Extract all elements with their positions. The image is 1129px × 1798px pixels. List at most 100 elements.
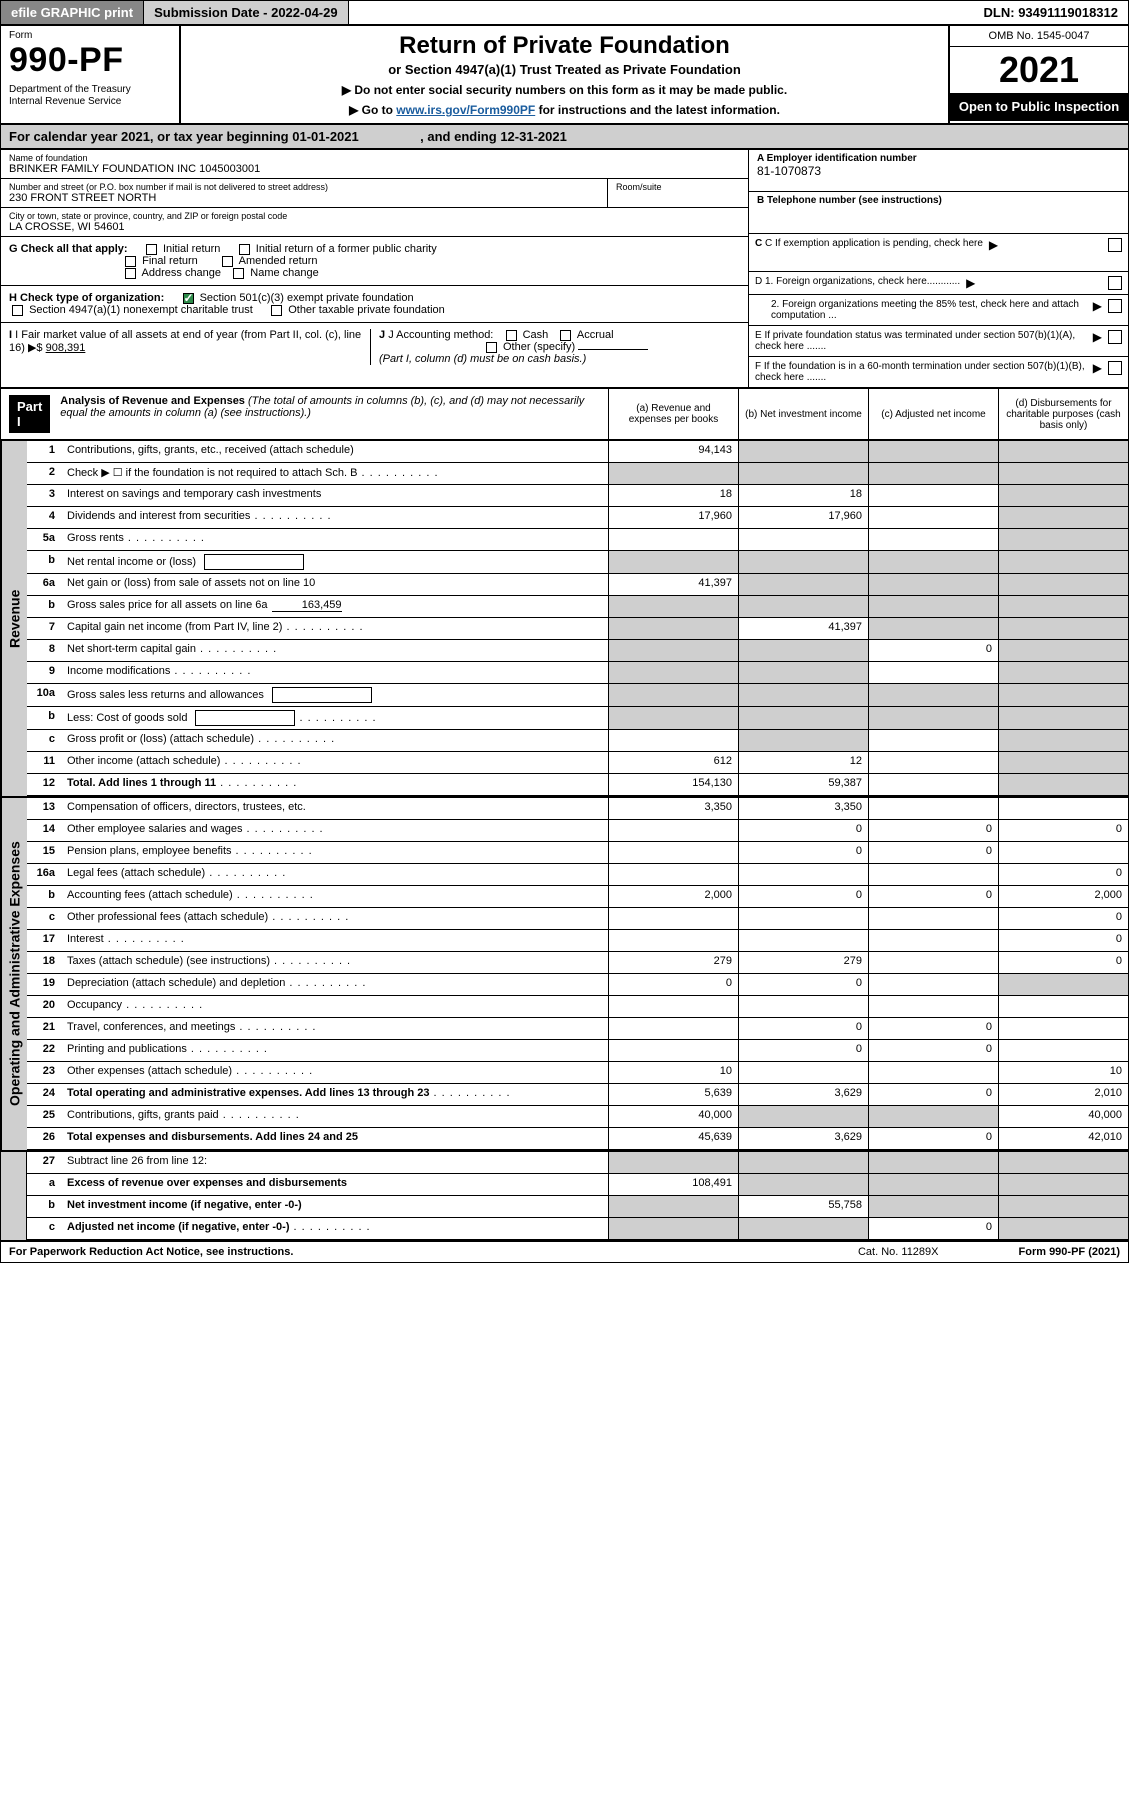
bottom-spacer bbox=[1, 1152, 27, 1240]
checkbox-address-change[interactable] bbox=[125, 268, 136, 279]
cell-c bbox=[868, 730, 998, 751]
address-value: 230 FRONT STREET NORTH bbox=[9, 192, 599, 204]
checkbox-initial-return[interactable] bbox=[146, 244, 157, 255]
cell-b bbox=[738, 996, 868, 1017]
cell-d: 0 bbox=[998, 908, 1128, 929]
table-row: bGross sales price for all assets on lin… bbox=[27, 596, 1128, 618]
checkbox-f[interactable] bbox=[1108, 361, 1122, 375]
checkbox-cash[interactable] bbox=[506, 330, 517, 341]
cell-c bbox=[868, 774, 998, 795]
table-row: 21Travel, conferences, and meetings00 bbox=[27, 1018, 1128, 1040]
table-row: 11Other income (attach schedule)61212 bbox=[27, 752, 1128, 774]
section-e: E If private foundation status was termi… bbox=[749, 326, 1128, 357]
cell-a: 279 bbox=[608, 952, 738, 973]
cell-d bbox=[998, 1218, 1128, 1239]
checkbox-final-return[interactable] bbox=[125, 256, 136, 267]
cell-c bbox=[868, 752, 998, 773]
efile-print-button[interactable]: efile GRAPHIC print bbox=[1, 1, 144, 24]
section-i-j: I I Fair market value of all assets at e… bbox=[1, 323, 748, 371]
row-number: 11 bbox=[27, 752, 61, 773]
cell-b: 0 bbox=[738, 974, 868, 995]
note2-post: for instructions and the latest informat… bbox=[535, 103, 780, 117]
row-label: Compensation of officers, directors, tru… bbox=[61, 798, 608, 819]
checkbox-accrual[interactable] bbox=[560, 330, 571, 341]
cell-c bbox=[868, 1062, 998, 1083]
row-number: 6a bbox=[27, 574, 61, 595]
row-label: Interest bbox=[61, 930, 608, 951]
row-label: Occupancy bbox=[61, 996, 608, 1017]
cell-d bbox=[998, 485, 1128, 506]
row-label: Excess of revenue over expenses and disb… bbox=[61, 1174, 608, 1195]
cell-c bbox=[868, 1174, 998, 1195]
row-label: Interest on savings and temporary cash i… bbox=[61, 485, 608, 506]
row-number: 16a bbox=[27, 864, 61, 885]
checkbox-other-taxable[interactable] bbox=[271, 305, 282, 316]
cell-d: 10 bbox=[998, 1062, 1128, 1083]
cell-d bbox=[998, 662, 1128, 683]
checkbox-d1[interactable] bbox=[1108, 276, 1122, 290]
cell-b bbox=[738, 908, 868, 929]
form-label: Form bbox=[9, 30, 171, 41]
table-row: bAccounting fees (attach schedule)2,0000… bbox=[27, 886, 1128, 908]
cell-b: 0 bbox=[738, 1018, 868, 1039]
row-number: 7 bbox=[27, 618, 61, 639]
g-opt-3: Amended return bbox=[239, 255, 318, 267]
row-number: 5a bbox=[27, 529, 61, 550]
checkbox-other[interactable] bbox=[486, 342, 497, 353]
row-number: a bbox=[27, 1174, 61, 1195]
table-row: bLess: Cost of goods sold bbox=[27, 707, 1128, 730]
form-title-block: Return of Private Foundation or Section … bbox=[181, 26, 948, 123]
cell-d bbox=[998, 842, 1128, 863]
form990pf-link[interactable]: www.irs.gov/Form990PF bbox=[396, 103, 535, 117]
row-number: 25 bbox=[27, 1106, 61, 1127]
checkbox-501c3-checked[interactable] bbox=[183, 293, 194, 304]
checkbox-c[interactable] bbox=[1108, 238, 1122, 252]
table-row: 9Income modifications bbox=[27, 662, 1128, 684]
g-label: G Check all that apply: bbox=[9, 243, 128, 255]
table-row: 2Check ▶ ☐ if the foundation is not requ… bbox=[27, 463, 1128, 485]
checkbox-e[interactable] bbox=[1108, 330, 1122, 344]
form-title: Return of Private Foundation bbox=[191, 32, 938, 60]
cell-d bbox=[998, 1018, 1128, 1039]
table-row: 12Total. Add lines 1 through 11154,13059… bbox=[27, 774, 1128, 796]
cell-b bbox=[738, 730, 868, 751]
room-cell: Room/suite bbox=[608, 179, 748, 208]
row-number: 20 bbox=[27, 996, 61, 1017]
d2-label: 2. Foreign organizations meeting the 85%… bbox=[755, 299, 1087, 321]
col-b-header: (b) Net investment income bbox=[738, 389, 868, 439]
city-cell: City or town, state or province, country… bbox=[1, 208, 748, 237]
cell-a bbox=[608, 662, 738, 683]
col-d-header: (d) Disbursements for charitable purpose… bbox=[998, 389, 1128, 439]
cell-c bbox=[868, 798, 998, 819]
cell-d bbox=[998, 752, 1128, 773]
cell-b: 0 bbox=[738, 1040, 868, 1061]
cell-d: 2,000 bbox=[998, 886, 1128, 907]
cell-b: 3,629 bbox=[738, 1084, 868, 1105]
row-number: 24 bbox=[27, 1084, 61, 1105]
table-row: 8Net short-term capital gain0 bbox=[27, 640, 1128, 662]
checkbox-amended-return[interactable] bbox=[222, 256, 233, 267]
cell-d bbox=[998, 596, 1128, 617]
checkbox-name-change[interactable] bbox=[233, 268, 244, 279]
cell-a: 154,130 bbox=[608, 774, 738, 795]
cell-a bbox=[608, 596, 738, 617]
cell-c bbox=[868, 864, 998, 885]
row-label: Subtract line 26 from line 12: bbox=[61, 1152, 608, 1173]
cell-c bbox=[868, 1196, 998, 1217]
fair-market-value: 908,391 bbox=[46, 342, 86, 354]
row-number: 22 bbox=[27, 1040, 61, 1061]
form-number-block: Form 990-PF Department of the Treasury I… bbox=[1, 26, 181, 123]
checkbox-initial-public[interactable] bbox=[239, 244, 250, 255]
telephone-label: B Telephone number (see instructions) bbox=[757, 195, 942, 206]
cell-c bbox=[868, 952, 998, 973]
cell-d bbox=[998, 1174, 1128, 1195]
checkbox-d2[interactable] bbox=[1108, 299, 1122, 313]
cell-b: 18 bbox=[738, 485, 868, 506]
cell-a: 3,350 bbox=[608, 798, 738, 819]
checkbox-4947[interactable] bbox=[12, 305, 23, 316]
cell-c: 0 bbox=[868, 1128, 998, 1149]
row-label: Contributions, gifts, grants, etc., rece… bbox=[61, 441, 608, 462]
section-h: H Check type of organization: Section 50… bbox=[1, 286, 748, 323]
cell-d bbox=[998, 774, 1128, 795]
col-c-header: (c) Adjusted net income bbox=[868, 389, 998, 439]
